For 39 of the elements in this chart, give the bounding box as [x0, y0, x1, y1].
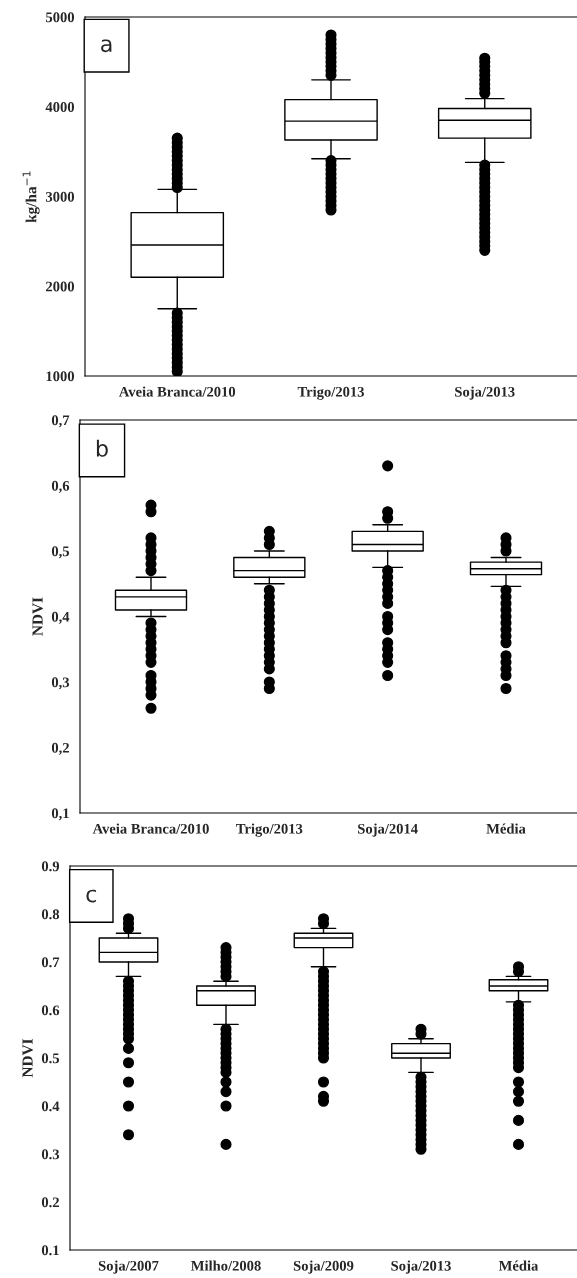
- annotation: b: [96, 439, 108, 457]
- y-tick-label: 0.9: [41, 861, 60, 872]
- y-axis-title: NDVI: [32, 597, 43, 636]
- y-tick-label: 0,7: [51, 415, 70, 428]
- y-tick-label: 0,1: [51, 808, 69, 821]
- y-tick-label: 0.2: [41, 1197, 59, 1208]
- y-tick-label: 0,6: [51, 480, 70, 493]
- x-tick-label: Soja/2007: [98, 1260, 159, 1274]
- y-tick-label: 5000: [46, 12, 75, 23]
- x-tick-label: Aveia Branca/2010: [119, 386, 236, 397]
- x-tick-label: Soja/2009: [293, 1260, 354, 1274]
- x-tick-label: Soja/2014: [358, 823, 418, 837]
- y-tick-label: 0.3: [41, 1149, 60, 1160]
- y-tick-label: 0.8: [41, 909, 60, 920]
- y-tick-label: 0.5: [41, 1053, 60, 1064]
- y-axis-title: kg/ha$^{−1}$: [22, 171, 40, 223]
- x-tick-label: Trigo/2013: [236, 823, 303, 837]
- x-tick-label: Milho/2008: [191, 1260, 261, 1271]
- y-tick-label: 1000: [46, 371, 75, 382]
- y-tick-label: 4000: [45, 102, 75, 112]
- x-tick-label: Trigo/2013: [297, 386, 364, 400]
- y-tick-label: 0.1: [41, 1245, 59, 1256]
- annotation: a: [101, 39, 112, 53]
- y-tick-label: 0,2: [51, 742, 69, 755]
- x-tick-label: Média: [486, 823, 526, 834]
- y-tick-label: 0,3: [51, 677, 70, 690]
- x-tick-label: Soja/2013: [455, 386, 515, 400]
- annotation: c: [86, 889, 97, 903]
- y-tick-label: 3000: [45, 191, 75, 202]
- x-tick-label: Soja/2013: [391, 1260, 451, 1274]
- y-axis-title: NDVI: [22, 1038, 33, 1078]
- y-tick-label: 0.7: [41, 957, 60, 968]
- y-tick-label: 0.4: [41, 1101, 60, 1112]
- y-tick-label: 0,5: [51, 546, 70, 559]
- y-tick-label: 2000: [46, 281, 75, 292]
- x-tick-label: Aveia Branca/2010: [92, 823, 209, 834]
- y-tick-label: 0,4: [51, 611, 70, 624]
- x-tick-label: Média: [498, 1260, 539, 1271]
- y-tick-label: 0.6: [41, 1005, 60, 1016]
